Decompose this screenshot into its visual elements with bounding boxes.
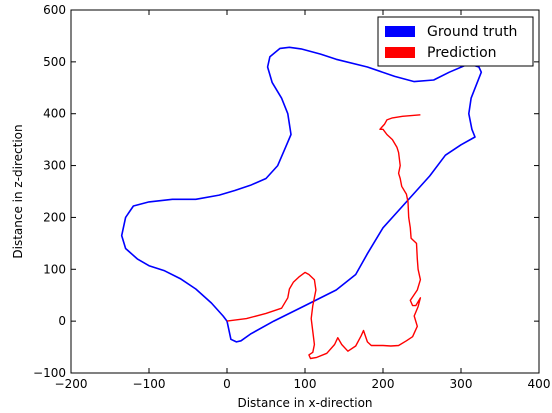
legend: Ground truth Prediction: [377, 16, 534, 67]
x-tick-label: 200: [372, 377, 395, 391]
y-tick-label: 100: [43, 262, 66, 276]
x-tick-label: −200: [55, 377, 88, 391]
legend-swatch: [385, 47, 415, 58]
y-axis-label: Distance in z-direction: [11, 124, 25, 258]
prediction-line: [226, 114, 422, 360]
legend-label: Prediction: [427, 45, 497, 61]
x-tick-label: 0: [223, 377, 231, 391]
x-axis: −200 −100 0 100 200 300 400: [55, 10, 551, 391]
y-tick-label: 300: [43, 159, 66, 173]
legend-swatch: [385, 26, 415, 37]
x-tick-label: 400: [528, 377, 551, 391]
y-tick-label: 200: [43, 210, 66, 224]
legend-label: Ground truth: [427, 24, 517, 40]
x-tick-label: 300: [450, 377, 473, 391]
y-axis: −100 0 100 200 300 400 500 600: [33, 3, 539, 380]
ground-truth-line: [120, 46, 483, 343]
y-tick-label: 0: [58, 314, 66, 328]
x-tick-label: 100: [294, 377, 317, 391]
x-axis-label: Distance in x-direction: [237, 396, 372, 410]
y-tick-label: 400: [43, 107, 66, 121]
x-tick-label: −100: [133, 377, 166, 391]
y-tick-label: −100: [33, 366, 66, 380]
y-tick-label: 500: [43, 55, 66, 69]
y-tick-label: 600: [43, 3, 66, 17]
plot-frame: [70, 9, 540, 374]
plot-area: [120, 46, 483, 360]
